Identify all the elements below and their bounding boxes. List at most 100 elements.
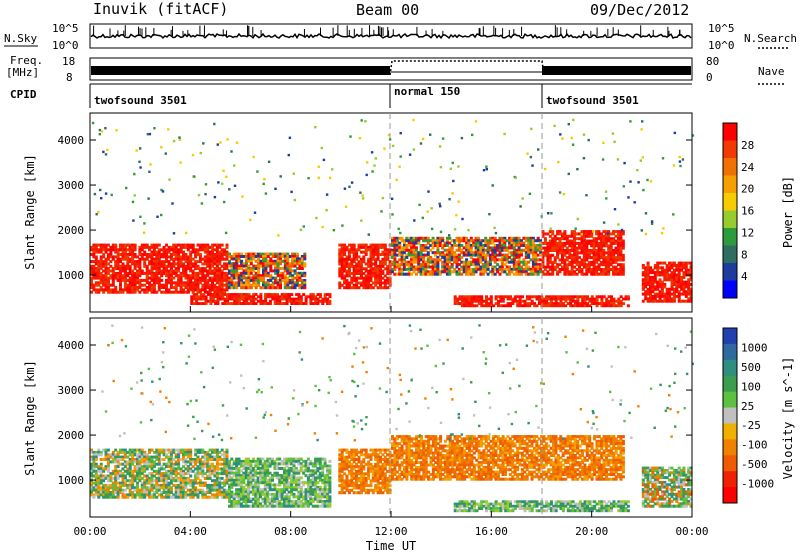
echo-cell: [602, 295, 606, 299]
echo-cell: [462, 236, 466, 240]
echo-cell: [469, 260, 473, 264]
echo-cell: [138, 491, 142, 494]
echo-scatter: [252, 155, 255, 159]
echo-cell: [641, 285, 645, 289]
echo-cell: [206, 460, 210, 464]
echo-cell: [94, 458, 98, 461]
echo-cell: [162, 448, 166, 452]
echo-cell: [167, 486, 171, 490]
echo-cell: [223, 278, 227, 282]
echo-cell: [517, 260, 521, 264]
echo-cell: [597, 249, 601, 252]
echo-cell: [580, 270, 584, 274]
echo-cell: [131, 269, 135, 273]
echo-cell: [249, 276, 253, 280]
echo-cell: [563, 234, 567, 238]
echo-cell: [160, 274, 164, 278]
echo-cell: [140, 243, 144, 247]
echo-cell: [150, 472, 154, 476]
echo-cell: [276, 299, 279, 303]
echo-cell: [194, 481, 198, 485]
echo-cell: [215, 469, 219, 473]
echo-cell: [675, 264, 679, 267]
echo-cell: [445, 270, 449, 274]
echo-cell: [536, 244, 540, 247]
echo-cell: [145, 264, 149, 268]
echo-scatter: [571, 143, 575, 146]
echo-cell: [457, 272, 461, 276]
echo-cell: [269, 279, 273, 282]
echo-cell: [689, 297, 693, 301]
echo-cell: [595, 253, 599, 257]
echo-cell: [467, 270, 471, 274]
echo-cell: [590, 302, 594, 305]
echo-cell: [131, 481, 135, 485]
echo-cell: [126, 479, 130, 483]
echo-cell: [230, 295, 234, 299]
echo-cell: [660, 268, 664, 272]
echo-cell: [429, 270, 433, 274]
echo-cell: [198, 465, 202, 469]
echo-cell: [540, 299, 544, 303]
nsky-trace: [90, 25, 692, 40]
echo-cell: [279, 276, 282, 280]
echo-cell: [455, 236, 459, 240]
echo-scatter: [172, 232, 176, 235]
echo-cell: [208, 255, 212, 259]
echo-cell: [126, 253, 130, 256]
echo-cell: [520, 272, 523, 276]
echo-cell: [682, 280, 686, 284]
echo-cell: [274, 276, 278, 280]
echo-cell: [672, 271, 676, 275]
echo-cell: [602, 268, 606, 271]
echo-cell: [328, 302, 332, 305]
echo-cell: [232, 252, 236, 256]
echo-cell: [338, 253, 342, 256]
echo-cell: [211, 462, 214, 466]
echo-cell: [288, 255, 292, 258]
echo-cell: [254, 286, 258, 290]
echo-scatter: [561, 137, 564, 140]
echo-cell: [145, 467, 149, 471]
echo-cell: [599, 272, 603, 276]
echo-cell: [211, 483, 214, 487]
echo-cell: [548, 249, 552, 252]
echo-cell: [94, 283, 98, 287]
echo-scatter: [138, 160, 141, 163]
echo-cell: [298, 262, 302, 266]
echo-cell: [462, 270, 466, 274]
echo-cell: [641, 292, 645, 296]
echo-cell: [230, 281, 234, 285]
echo-cell: [152, 286, 156, 289]
echo-cell: [426, 255, 430, 259]
echo-cell: [558, 230, 562, 234]
echo-cell: [116, 460, 120, 464]
echo-cell: [314, 302, 318, 305]
echo-cell: [106, 495, 110, 499]
echo-cell: [543, 265, 547, 269]
echo-cell: [558, 268, 562, 271]
echo-cell: [102, 495, 106, 499]
echo-cell: [150, 474, 154, 478]
echo-cell: [472, 244, 476, 247]
echo-cell: [252, 264, 256, 268]
echo-cell: [160, 479, 164, 483]
echo-cell: [252, 281, 256, 285]
echo-cell: [386, 286, 390, 290]
echo-cell: [194, 264, 198, 268]
echo-cell: [505, 239, 509, 243]
echo-cell: [172, 281, 176, 285]
echo-cell: [582, 265, 586, 269]
echo-cell: [651, 280, 655, 284]
echo-cell: [573, 246, 577, 250]
echo-cell: [148, 465, 152, 469]
echo-cell: [400, 263, 404, 267]
echo-cell: [600, 297, 604, 301]
echo-cell: [617, 270, 620, 274]
echo-cell: [352, 274, 356, 278]
echo-cell: [343, 262, 347, 266]
echo-cell: [298, 271, 302, 275]
echo-scatter: [644, 232, 648, 236]
echo-scatter: [604, 190, 608, 193]
echo-cell: [145, 269, 149, 273]
